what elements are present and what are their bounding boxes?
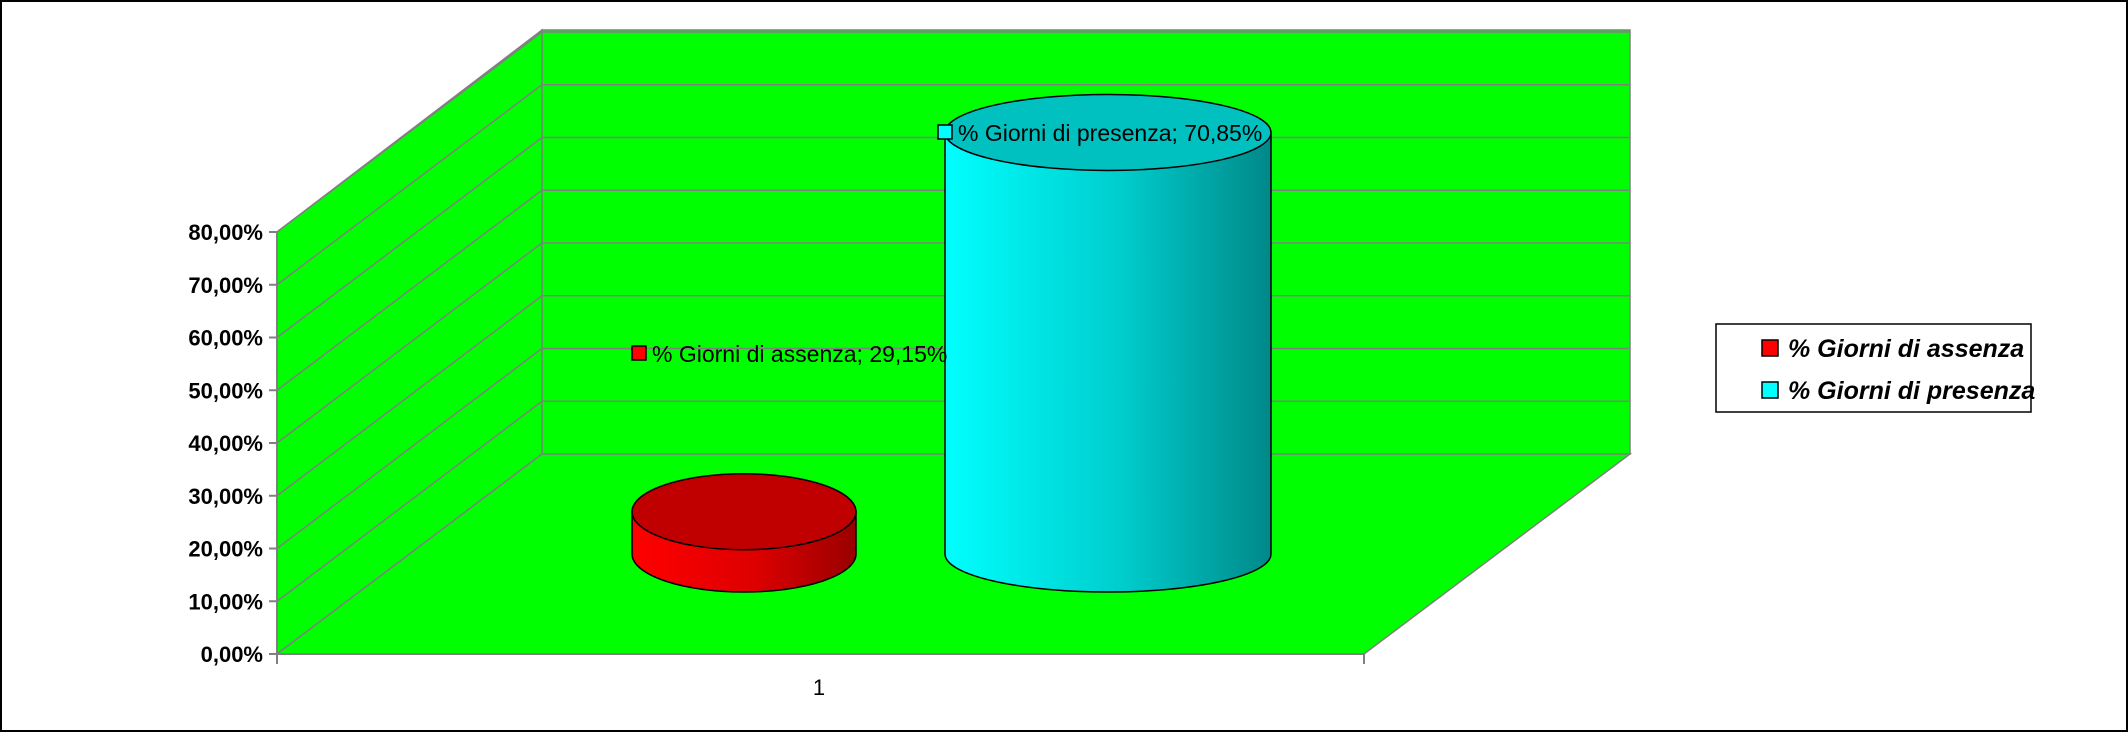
gridline-side — [276, 295, 543, 497]
data-label-presenza: % Giorni di presenza; 70,85% — [958, 120, 1262, 146]
legend: % Giorni di assenza % Giorni di presenza — [1715, 323, 2035, 413]
y-axis-ticks: 0,00% 10,00% 20,00% 30,00% 40,00% 50,00% 60,00… — [188, 220, 277, 667]
y-tick-label: 40,00% — [188, 431, 263, 456]
x-tick-label: 1 — [813, 675, 825, 700]
legend-swatch-presenza — [1761, 381, 1779, 399]
legend-label-assenza: % Giorni di assenza — [1788, 335, 2024, 363]
data-label-swatch-assenza — [631, 345, 647, 361]
y-tick-label: 20,00% — [188, 537, 263, 562]
data-label-swatch-presenza — [937, 124, 953, 140]
gridline-side — [276, 347, 543, 550]
bar-assenza — [631, 472, 857, 593]
gridline-side — [276, 136, 543, 339]
gridline-side — [276, 242, 543, 444]
y-tick-label: 50,00% — [188, 378, 263, 403]
y-tick-label: 60,00% — [188, 326, 263, 351]
gridline-side — [276, 84, 543, 286]
gridline-side — [276, 400, 543, 602]
data-label-assenza: % Giorni di assenza; 29,15% — [652, 341, 947, 367]
legend-swatch-assenza — [1761, 339, 1779, 357]
y-tick-label: 80,00% — [188, 220, 263, 245]
bars — [631, 93, 1272, 593]
y-tick-label: 0,00% — [201, 642, 263, 667]
data-labels: % Giorni di assenza; 29,15% % Giorni di p… — [631, 120, 1262, 367]
y-tick-label: 10,00% — [188, 589, 263, 614]
bar-presenza — [944, 93, 1272, 593]
bar-body-presenza — [944, 131, 1272, 593]
gridline-side — [276, 189, 543, 391]
bar-top-assenza — [631, 472, 857, 551]
gridline-side — [276, 31, 543, 233]
y-tick-label: 70,00% — [188, 273, 263, 298]
legend-label-presenza: % Giorni di presenza — [1788, 377, 2035, 405]
y-tick-label: 30,00% — [188, 484, 263, 509]
